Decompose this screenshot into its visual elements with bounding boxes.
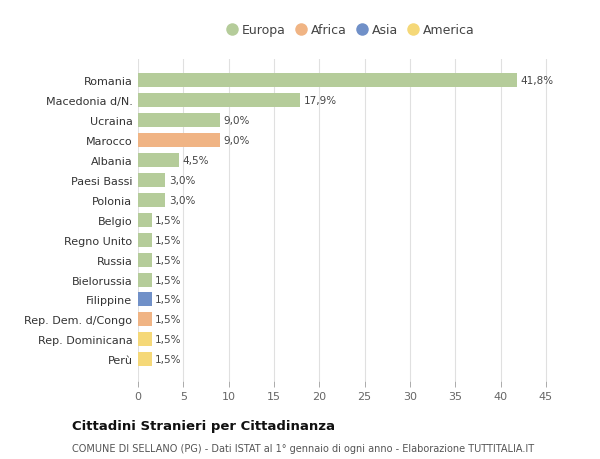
Bar bbox=[138, 233, 152, 247]
Text: Cittadini Stranieri per Cittadinanza: Cittadini Stranieri per Cittadinanza bbox=[72, 419, 335, 432]
Text: 1,5%: 1,5% bbox=[155, 315, 182, 325]
Bar bbox=[138, 134, 220, 148]
Bar bbox=[138, 94, 300, 108]
Bar bbox=[138, 353, 152, 366]
Text: 1,5%: 1,5% bbox=[155, 335, 182, 345]
Bar bbox=[138, 114, 220, 128]
Bar bbox=[138, 154, 179, 168]
Text: 3,0%: 3,0% bbox=[169, 196, 195, 206]
Bar bbox=[138, 174, 165, 188]
Bar bbox=[138, 333, 152, 347]
Text: 41,8%: 41,8% bbox=[520, 76, 554, 86]
Text: 1,5%: 1,5% bbox=[155, 255, 182, 265]
Text: 1,5%: 1,5% bbox=[155, 354, 182, 364]
Text: 1,5%: 1,5% bbox=[155, 235, 182, 245]
Text: 9,0%: 9,0% bbox=[223, 136, 250, 146]
Bar bbox=[138, 194, 165, 207]
Bar bbox=[138, 273, 152, 287]
Text: 3,0%: 3,0% bbox=[169, 176, 195, 185]
Legend: Europa, Africa, Asia, America: Europa, Africa, Asia, America bbox=[227, 24, 475, 37]
Bar bbox=[138, 253, 152, 267]
Text: 1,5%: 1,5% bbox=[155, 215, 182, 225]
Bar bbox=[138, 293, 152, 307]
Text: COMUNE DI SELLANO (PG) - Dati ISTAT al 1° gennaio di ogni anno - Elaborazione TU: COMUNE DI SELLANO (PG) - Dati ISTAT al 1… bbox=[72, 443, 534, 453]
Bar bbox=[138, 74, 517, 88]
Text: 1,5%: 1,5% bbox=[155, 275, 182, 285]
Bar bbox=[138, 313, 152, 327]
Text: 1,5%: 1,5% bbox=[155, 295, 182, 305]
Text: 9,0%: 9,0% bbox=[223, 116, 250, 126]
Text: 4,5%: 4,5% bbox=[182, 156, 209, 166]
Bar bbox=[138, 213, 152, 227]
Text: 17,9%: 17,9% bbox=[304, 96, 337, 106]
